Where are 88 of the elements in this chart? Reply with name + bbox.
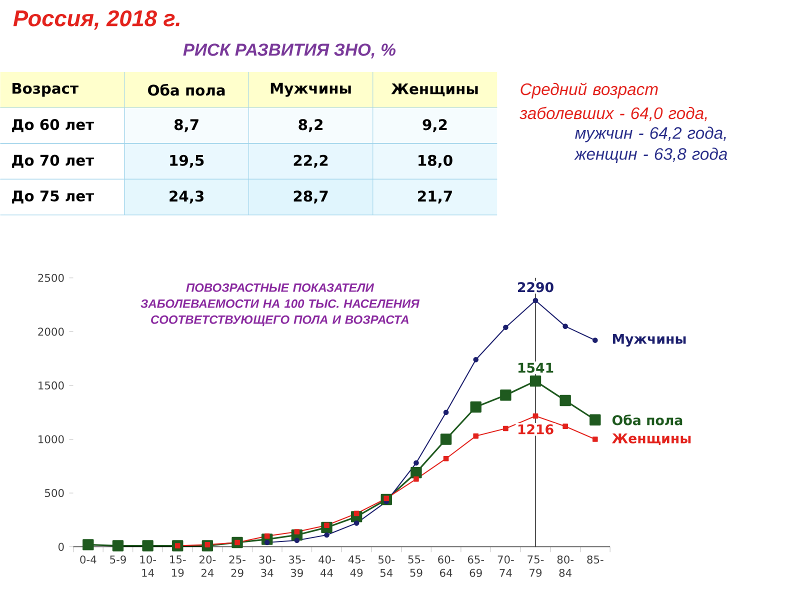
text: женщин - 63,8 года [574, 148, 728, 164]
point [473, 433, 479, 439]
point [500, 390, 512, 401]
data-label: 28,7 [294, 190, 328, 204]
data-label: 22,2 [294, 154, 328, 168]
point [414, 460, 419, 466]
data-label: 9,2 [422, 119, 447, 132]
y-tick-label: До 70 лет [12, 154, 94, 168]
point [592, 338, 598, 344]
x-tick-label: 45-49 [348, 556, 365, 577]
x-tick-label: 15-19 [170, 556, 186, 577]
point [440, 434, 452, 445]
data-label: 8,7 [174, 119, 198, 132]
x-tick-label: Оба пола [148, 84, 225, 96]
point [410, 467, 422, 478]
y-tick-label: До 60 лет [12, 119, 94, 132]
point [324, 532, 330, 538]
y-tick-label: 500 [45, 489, 64, 498]
data-label: 24,3 [170, 190, 204, 204]
y-tick-label: 0 [58, 542, 64, 551]
point [112, 540, 124, 552]
point [503, 426, 508, 432]
point [82, 539, 94, 550]
point [294, 538, 300, 544]
text: мужчин - 64,2 года, [575, 126, 726, 142]
chart-subtitle: РИСК РАЗВИТИЯ ЗНО, % [183, 44, 396, 58]
point [142, 540, 154, 552]
data-label: 8,2 [298, 119, 323, 132]
x-tick-label: 70-74 [498, 556, 514, 577]
point [590, 414, 601, 426]
x-tick-label: 0-4 [80, 556, 96, 564]
y-tick-label: 2000 [38, 328, 64, 336]
x-tick-label: 55-59 [408, 556, 424, 577]
x-tick-label: 5-9 [110, 556, 126, 564]
x-tick-label: 50-54 [378, 556, 395, 578]
point [414, 476, 419, 482]
point [384, 496, 390, 502]
text: Средний возраст заболевших - 64,0 года, [520, 82, 707, 122]
y-tick-label: 2500 [38, 274, 64, 282]
y-tick-label: 1000 [38, 435, 64, 444]
x-tick-label: 85- [587, 556, 604, 564]
data-label: 18,0 [418, 154, 452, 168]
point [532, 413, 538, 419]
x-tick-label: 65-69 [468, 556, 484, 578]
x-tick-label: 35-39 [289, 556, 306, 578]
x-tick-label: 60-64 [438, 556, 454, 578]
point [264, 533, 270, 539]
y-axis-title: Возраст [12, 83, 78, 97]
point [532, 298, 538, 304]
point [324, 522, 330, 528]
point [473, 357, 479, 362]
x-tick-label: 75-79 [528, 556, 544, 577]
point [204, 542, 210, 548]
x-tick-label: Женщины [391, 84, 478, 96]
data-label: 1541 [518, 362, 554, 373]
point [354, 520, 360, 526]
chart-title: Россия, 2018 г. [13, 10, 180, 30]
point [530, 376, 542, 387]
x-tick-label: 20-24 [200, 556, 216, 577]
y-tick-label: 1500 [38, 382, 64, 390]
x-tick-label: 40-44 [318, 556, 335, 577]
point [562, 424, 568, 430]
point [174, 543, 180, 548]
series-label: Женщины [612, 434, 691, 446]
x-tick-label: Мужчины [270, 83, 351, 97]
point [443, 456, 449, 462]
x-tick-label: 25-29 [229, 556, 246, 578]
data-label: 2290 [518, 282, 554, 292]
x-tick-label: 30-34 [259, 556, 276, 578]
x-tick-label: 80-84 [557, 556, 574, 578]
point [294, 529, 300, 535]
text: ПОВОЗРАСТНЫЕ ПОКАЗАТЕЛИ ЗАБОЛЕВАЕМОСТИ НА 100 ТЫС. НАСЕЛЕНИЯ СООТВЕТСТВУЮЩЕГО ПОЛА И ВОЗРАСТА [140, 284, 420, 326]
point [354, 510, 360, 516]
point [560, 395, 571, 406]
point [443, 410, 449, 416]
series-label: Оба пола [612, 414, 682, 426]
point [592, 436, 598, 442]
point [562, 324, 568, 330]
point [264, 540, 270, 546]
data-label: 21,7 [418, 190, 452, 204]
data-label: 19,5 [170, 154, 204, 168]
series-label: Мужчины [613, 334, 686, 347]
point [503, 324, 508, 330]
x-tick-label: 10-14 [140, 556, 156, 577]
y-tick-label: До 75 лет [12, 190, 94, 204]
point [234, 540, 240, 546]
point [470, 401, 482, 413]
data-label: 1216 [518, 424, 554, 434]
